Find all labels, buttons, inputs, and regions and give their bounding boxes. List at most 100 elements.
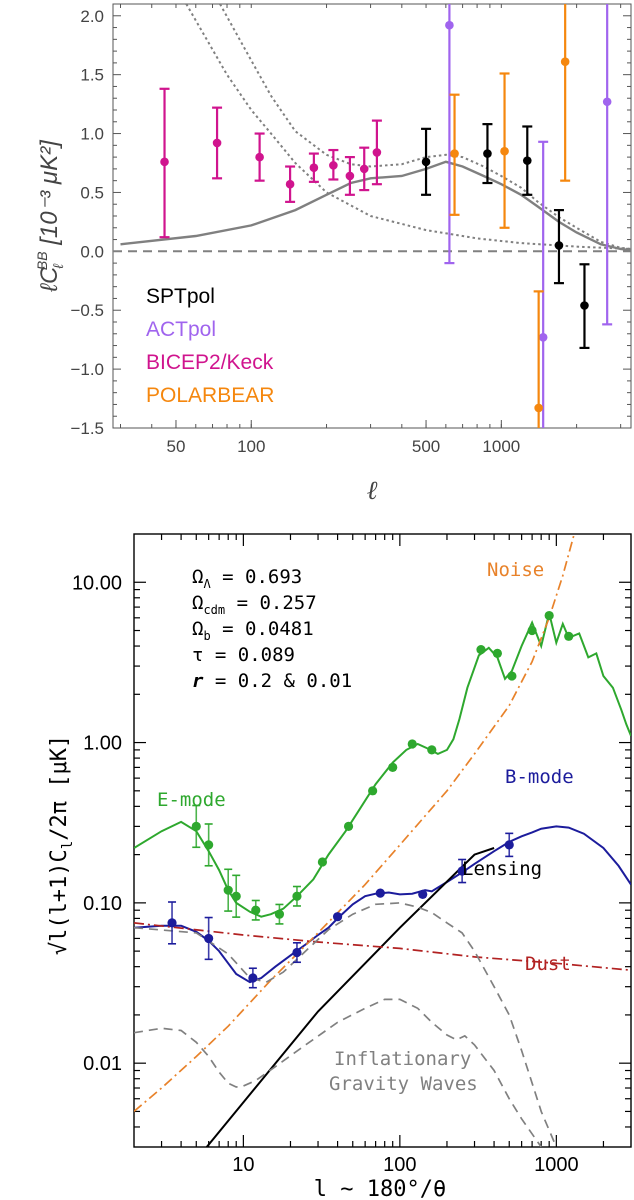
top-x-tick-label: 1000 — [482, 437, 520, 456]
point-b-mode — [457, 866, 467, 876]
parameter-subscript: Λ — [203, 577, 211, 591]
parameter-4: r = 0.2 & 0.01 — [192, 670, 352, 692]
top-x-axis-label: ℓ — [367, 476, 378, 506]
top-x-tick-label: 50 — [167, 437, 186, 456]
label-bmode: B-mode — [505, 766, 574, 788]
curve-igw-r-0-2 — [134, 902, 558, 1147]
label-igw-line2: Gravity Waves — [329, 1073, 478, 1095]
point-polarbear — [500, 146, 509, 156]
top-model-curve-dotted-2 — [219, 4, 631, 250]
top-y-tick-label: 0.0 — [80, 242, 104, 261]
point-e-mode — [476, 645, 486, 655]
top-y-tick-label: 1.5 — [80, 66, 104, 85]
point-sptpol — [580, 301, 589, 310]
point-e-mode — [492, 648, 502, 658]
parameter-1: Ωcdm = 0.257 — [192, 592, 317, 617]
bottom-data-points — [167, 610, 574, 989]
parameter-symbol: τ — [192, 644, 203, 666]
legend-bicep2-keck: BICEP2/Keck — [146, 351, 274, 374]
bottom-y-axis-label: √l(l+1)Cl/2π [μK] — [47, 735, 76, 955]
point-sptpol — [483, 149, 492, 158]
bottom-x-tick-label: 1000 — [534, 1154, 579, 1176]
bottom-y-tick-label: 0.10 — [83, 893, 122, 915]
parameter-symbol: Ω — [192, 618, 203, 640]
label-lensing: Lensing — [462, 858, 542, 880]
point-e-mode — [231, 891, 241, 901]
parameter-value: = 0.089 — [203, 644, 295, 666]
point-sptpol — [421, 157, 431, 167]
bottom-x-tick-label: 10 — [232, 1154, 254, 1176]
top-y-label-sup: BB — [34, 251, 50, 270]
curve-lensing — [205, 847, 495, 1147]
bottom-y-label-main: √l(l+1)C — [47, 849, 72, 955]
point-e-mode — [191, 821, 201, 831]
point-bicep2-keck — [212, 138, 222, 148]
parameter-symbol: r — [192, 670, 204, 692]
point-b-mode — [248, 973, 258, 983]
bottom-x-tick-label: 100 — [383, 1154, 416, 1176]
top-model-curves — [113, 4, 631, 253]
point-e-mode — [427, 745, 437, 755]
legend-actpol: ACTpol — [146, 318, 216, 341]
point-b-mode — [167, 918, 177, 928]
point-bicep2-keck — [345, 171, 355, 181]
parameter-subscript: cdm — [203, 603, 225, 617]
top-y-label-unit: [10⁻³ μK²] — [36, 139, 63, 252]
point-polarbear — [560, 57, 570, 67]
point-e-mode — [251, 905, 261, 915]
bottom-y-label-sub: l — [60, 841, 76, 849]
point-bicep2-keck — [359, 164, 369, 174]
point-bicep2-keck — [329, 161, 338, 170]
legend-polarbear: POLARBEAR — [146, 384, 274, 407]
point-e-mode — [368, 786, 378, 796]
point-actpol — [445, 20, 454, 30]
parameter-0: ΩΛ = 0.693 — [192, 566, 302, 591]
point-sptpol — [554, 241, 564, 250]
parameter-2: Ωb = 0.0481 — [192, 618, 314, 643]
point-e-mode — [544, 610, 554, 621]
top-data-points — [159, 4, 613, 428]
point-polarbear — [534, 403, 543, 413]
point-sptpol — [522, 156, 532, 165]
point-e-mode — [223, 885, 233, 895]
top-y-tick-label: 0.5 — [80, 183, 104, 202]
top-y-tick-label: −0.5 — [70, 301, 104, 320]
top-y-label-sub: ℓ — [50, 264, 66, 270]
bottom-y-tick-label: 0.01 — [83, 1053, 122, 1075]
point-polarbear — [450, 149, 459, 158]
parameter-value: = 0.257 — [225, 592, 317, 614]
parameter-3: τ = 0.089 — [192, 644, 295, 666]
point-b-mode — [504, 840, 514, 850]
point-e-mode — [527, 625, 537, 636]
point-e-mode — [564, 631, 574, 641]
top-model-curve-dotted-1 — [185, 4, 631, 250]
point-bicep2-keck — [285, 179, 295, 189]
point-e-mode — [407, 739, 417, 749]
point-e-mode — [507, 671, 517, 681]
label-emode: E-mode — [157, 789, 226, 811]
label-dust: Dust — [525, 953, 571, 975]
label-igw-line1: Inflationary — [334, 1048, 471, 1070]
point-b-mode — [332, 912, 343, 922]
top-y-axis-label: ℓCℓBB [10⁻³ μK²] — [34, 139, 66, 293]
point-bicep2-keck — [160, 157, 169, 167]
point-b-mode — [292, 947, 302, 958]
curve-dust — [134, 922, 631, 972]
parameter-symbol: Ω — [192, 566, 203, 588]
bottom-y-tick-label: 10.00 — [72, 572, 122, 594]
bottom-x-axis-label: l ~ 180°/θ — [314, 1177, 446, 1200]
point-b-mode — [375, 888, 385, 898]
point-bicep2-keck — [255, 152, 264, 162]
parameter-subscript: b — [203, 629, 210, 643]
point-e-mode — [388, 762, 398, 772]
bottom-y-tick-label: 1.00 — [83, 733, 122, 755]
top-y-tick-label: 1.0 — [80, 125, 104, 144]
top-x-tick-label: 500 — [412, 437, 440, 456]
point-e-mode — [292, 891, 302, 901]
parameter-value: = 0.693 — [211, 566, 303, 588]
point-e-mode — [343, 821, 354, 831]
top-y-tick-label: 2.0 — [80, 7, 104, 26]
point-bicep2-keck — [309, 163, 319, 173]
